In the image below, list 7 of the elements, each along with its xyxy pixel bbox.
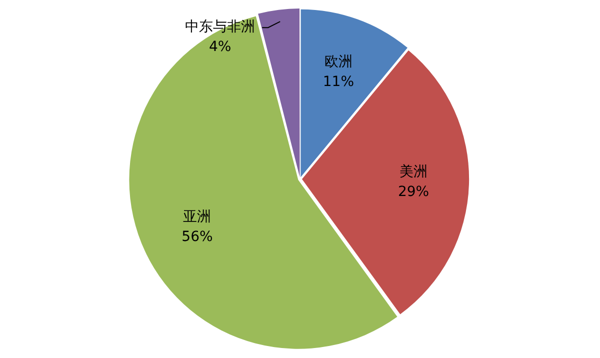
data-label: 29% — [398, 184, 430, 200]
data-label: 11% — [322, 74, 354, 90]
slice-label: 亚洲 — [183, 208, 212, 225]
data-label: 4% — [209, 39, 232, 56]
slice-label: 美洲 — [400, 164, 428, 180]
slice-label: 欧洲 — [324, 54, 352, 70]
data-label: 56% — [182, 228, 213, 245]
